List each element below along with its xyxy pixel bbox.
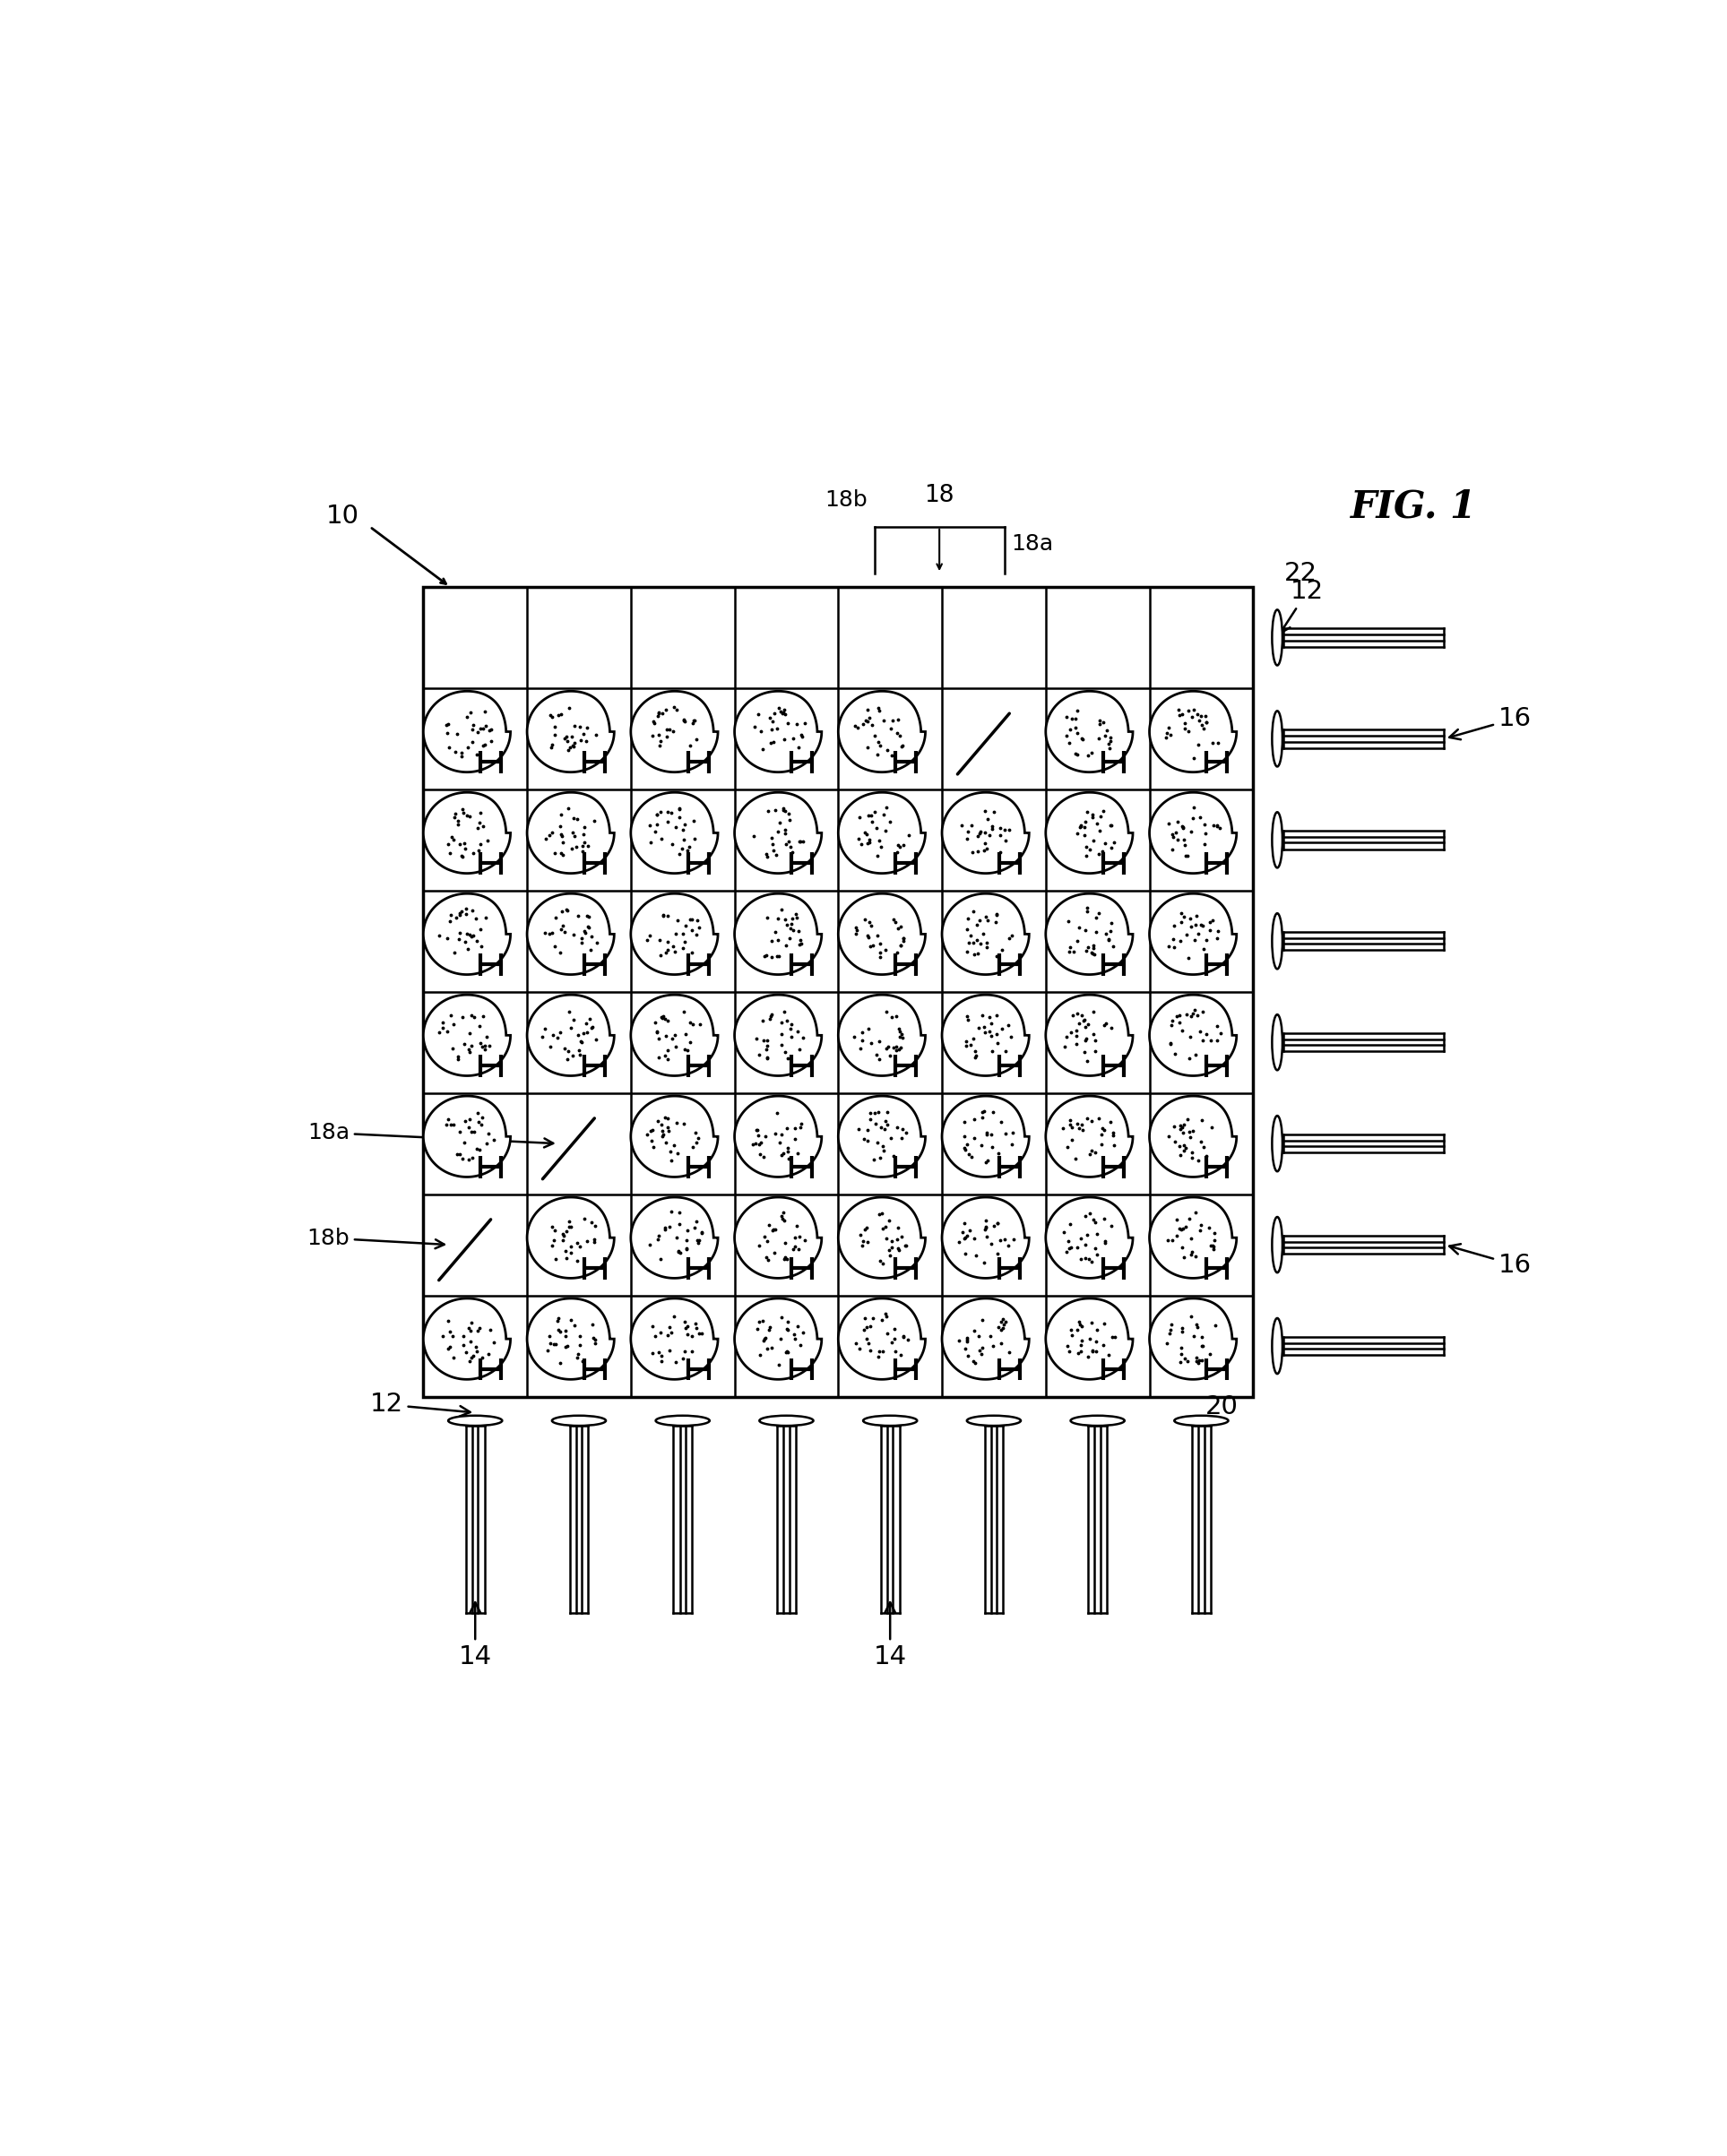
PathPatch shape — [1150, 1095, 1237, 1177]
Text: 10: 10 — [326, 505, 359, 528]
PathPatch shape — [527, 1197, 615, 1279]
Ellipse shape — [864, 1416, 917, 1425]
PathPatch shape — [630, 1095, 718, 1177]
PathPatch shape — [423, 692, 511, 772]
Ellipse shape — [1174, 1416, 1228, 1425]
Text: 12: 12 — [370, 1393, 470, 1416]
PathPatch shape — [1047, 1298, 1133, 1380]
PathPatch shape — [1047, 893, 1133, 975]
PathPatch shape — [630, 692, 718, 772]
Text: 18a: 18a — [1010, 533, 1053, 554]
PathPatch shape — [1047, 692, 1133, 772]
Text: 20: 20 — [1205, 1395, 1238, 1421]
Text: 18a: 18a — [307, 1121, 553, 1147]
PathPatch shape — [423, 793, 511, 873]
PathPatch shape — [838, 1095, 926, 1177]
PathPatch shape — [941, 1095, 1029, 1177]
PathPatch shape — [1150, 1197, 1237, 1279]
PathPatch shape — [630, 793, 718, 873]
PathPatch shape — [941, 893, 1029, 975]
PathPatch shape — [1150, 994, 1237, 1076]
Ellipse shape — [1273, 610, 1283, 666]
PathPatch shape — [1150, 893, 1237, 975]
PathPatch shape — [423, 1298, 511, 1380]
PathPatch shape — [630, 893, 718, 975]
PathPatch shape — [1150, 692, 1237, 772]
PathPatch shape — [734, 893, 822, 975]
PathPatch shape — [734, 1298, 822, 1380]
PathPatch shape — [630, 994, 718, 1076]
PathPatch shape — [838, 994, 926, 1076]
PathPatch shape — [1150, 793, 1237, 873]
Ellipse shape — [1273, 1317, 1283, 1373]
PathPatch shape — [527, 793, 615, 873]
Text: FIG. 1: FIG. 1 — [1351, 487, 1477, 526]
PathPatch shape — [734, 1095, 822, 1177]
PathPatch shape — [734, 994, 822, 1076]
PathPatch shape — [838, 1298, 926, 1380]
Ellipse shape — [1273, 914, 1283, 968]
Bar — [423, 586, 1254, 1397]
Ellipse shape — [1273, 1117, 1283, 1171]
Ellipse shape — [1071, 1416, 1124, 1425]
PathPatch shape — [423, 1095, 511, 1177]
Text: 18b: 18b — [826, 489, 869, 511]
PathPatch shape — [1047, 994, 1133, 1076]
Text: 18: 18 — [924, 485, 955, 507]
PathPatch shape — [1047, 793, 1133, 873]
Text: 12: 12 — [1280, 580, 1325, 634]
PathPatch shape — [838, 692, 926, 772]
PathPatch shape — [1047, 1095, 1133, 1177]
PathPatch shape — [423, 893, 511, 975]
Text: 14: 14 — [459, 1602, 492, 1669]
PathPatch shape — [734, 692, 822, 772]
PathPatch shape — [630, 1197, 718, 1279]
PathPatch shape — [527, 1298, 615, 1380]
PathPatch shape — [838, 1197, 926, 1279]
PathPatch shape — [527, 893, 615, 975]
PathPatch shape — [423, 994, 511, 1076]
Ellipse shape — [1273, 1015, 1283, 1069]
PathPatch shape — [734, 793, 822, 873]
Text: 14: 14 — [874, 1602, 907, 1669]
Ellipse shape — [1273, 1216, 1283, 1272]
PathPatch shape — [941, 1298, 1029, 1380]
PathPatch shape — [630, 1298, 718, 1380]
PathPatch shape — [838, 893, 926, 975]
PathPatch shape — [838, 793, 926, 873]
Text: 16: 16 — [1449, 707, 1532, 740]
PathPatch shape — [1047, 1197, 1133, 1279]
Ellipse shape — [656, 1416, 710, 1425]
Ellipse shape — [449, 1416, 503, 1425]
Ellipse shape — [1273, 711, 1283, 768]
Text: 16: 16 — [1449, 1244, 1532, 1276]
Ellipse shape — [1273, 813, 1283, 867]
PathPatch shape — [941, 793, 1029, 873]
Text: 18b: 18b — [307, 1227, 444, 1248]
Ellipse shape — [967, 1416, 1021, 1425]
Ellipse shape — [760, 1416, 813, 1425]
PathPatch shape — [527, 994, 615, 1076]
Ellipse shape — [553, 1416, 606, 1425]
PathPatch shape — [1150, 1298, 1237, 1380]
Text: 22: 22 — [1283, 561, 1318, 586]
PathPatch shape — [527, 692, 615, 772]
PathPatch shape — [734, 1197, 822, 1279]
PathPatch shape — [941, 1197, 1029, 1279]
PathPatch shape — [941, 994, 1029, 1076]
